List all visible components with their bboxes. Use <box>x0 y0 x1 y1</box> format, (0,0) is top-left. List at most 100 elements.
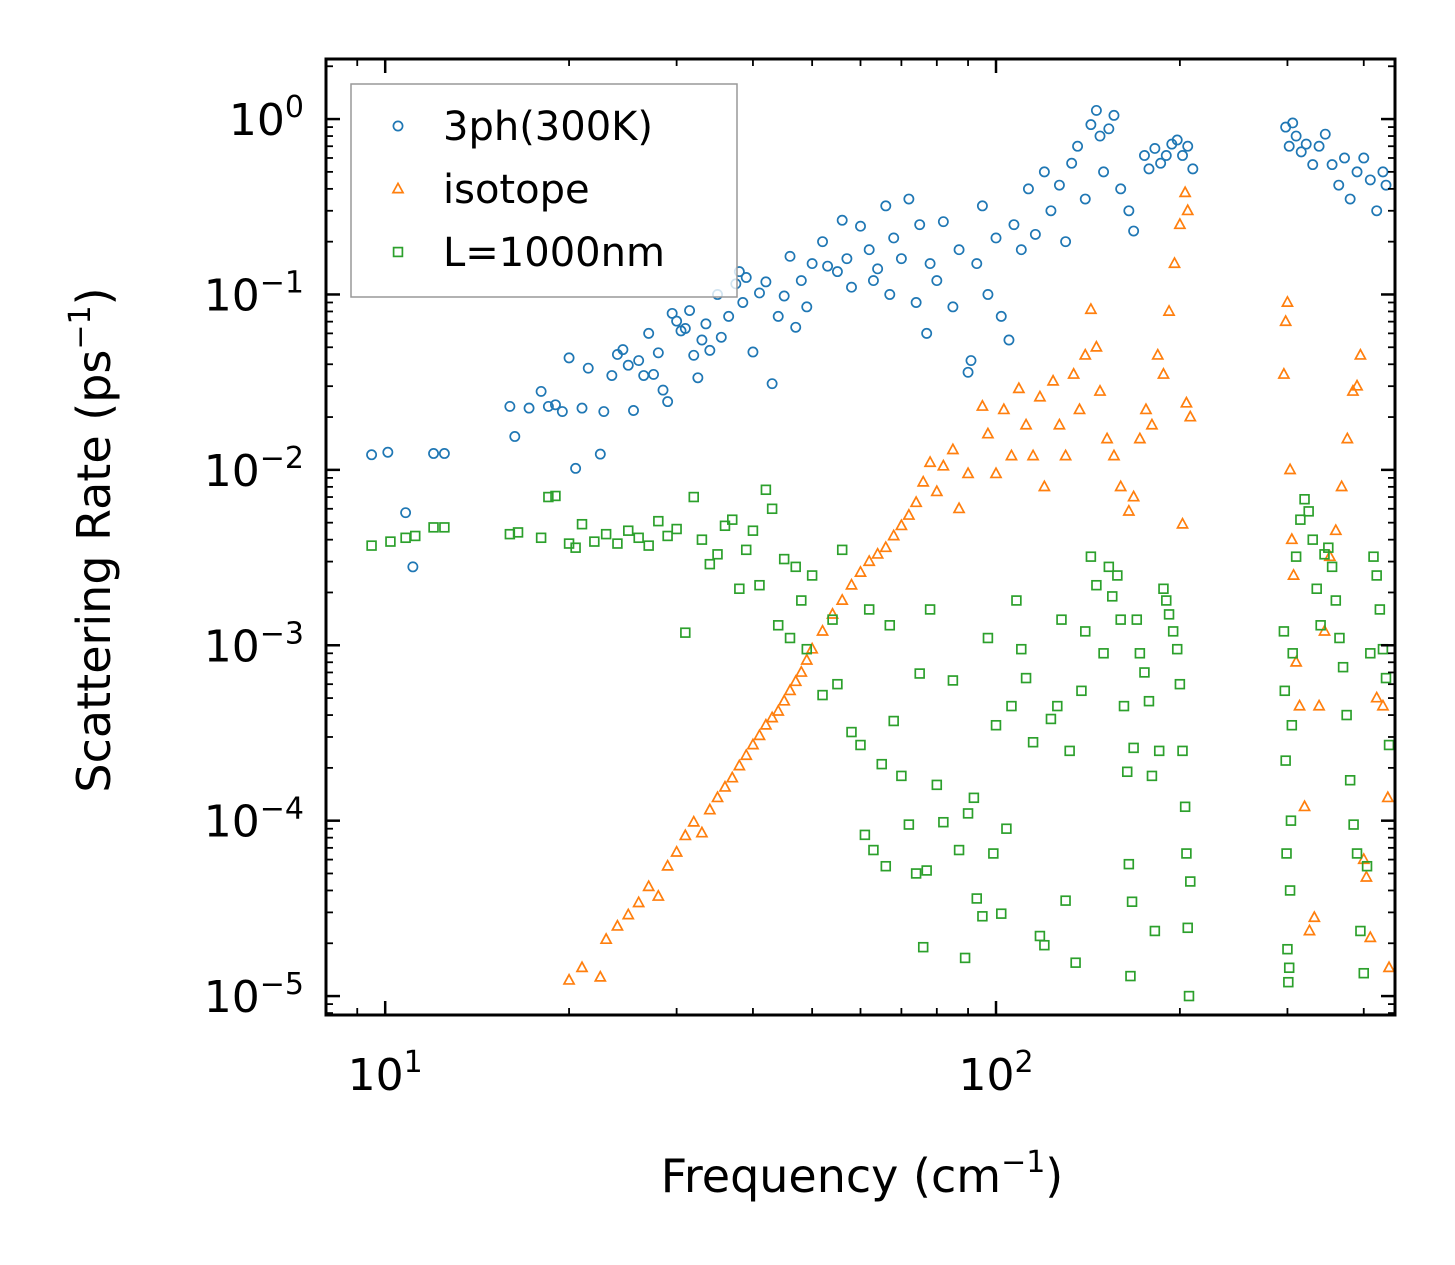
data-point <box>643 327 655 339</box>
data-point <box>778 290 790 302</box>
x-tick-label: 102 <box>958 1045 1033 1101</box>
data-point <box>937 216 949 228</box>
data-point <box>732 758 746 771</box>
data-point <box>947 675 959 686</box>
data-point <box>790 561 801 573</box>
data-point <box>366 540 377 551</box>
data-point <box>1076 685 1087 697</box>
data-point <box>651 889 665 901</box>
data-point <box>826 607 840 619</box>
data-point <box>509 431 521 442</box>
data-point <box>400 507 412 519</box>
data-point <box>753 728 766 741</box>
data-point <box>1381 790 1395 803</box>
data-point <box>670 844 684 857</box>
y-tick-label: 10−4 <box>204 792 304 848</box>
data-point <box>910 868 922 879</box>
data-point <box>1067 367 1081 379</box>
data-point <box>754 287 765 299</box>
data-point <box>1326 159 1338 171</box>
data-point <box>1084 302 1098 315</box>
data-point <box>1098 648 1109 659</box>
series-1 <box>366 104 1392 573</box>
data-point <box>1281 848 1292 859</box>
data-point <box>1295 514 1306 525</box>
data-point <box>1128 742 1139 754</box>
data-point <box>598 406 610 418</box>
data-point <box>990 719 1002 731</box>
data-point <box>1173 217 1187 230</box>
data-point <box>1060 895 1071 906</box>
data-point <box>1363 930 1377 943</box>
data-point <box>1045 205 1057 217</box>
data-point <box>1118 700 1130 712</box>
legend-frame <box>350 83 738 298</box>
data-point <box>438 448 450 459</box>
data-point <box>1348 819 1359 830</box>
data-point <box>1353 347 1367 360</box>
data-point <box>1359 870 1373 882</box>
data-point <box>621 907 635 920</box>
data-point <box>777 693 791 706</box>
data-point <box>715 331 727 343</box>
data-point <box>1341 709 1352 721</box>
data-point <box>1303 506 1314 517</box>
data-point <box>692 372 704 384</box>
data-point <box>740 544 752 556</box>
data-point <box>1008 219 1020 231</box>
data-point <box>704 558 716 570</box>
legend-entry: isotope <box>391 167 590 213</box>
data-point <box>570 542 581 553</box>
data-point <box>952 501 966 514</box>
y-tick-label: 10−3 <box>204 616 304 672</box>
data-point <box>965 355 977 366</box>
data-point <box>971 893 983 904</box>
data-point <box>1283 976 1294 988</box>
data-point <box>1311 583 1322 595</box>
data-point <box>1123 858 1135 870</box>
data-point <box>696 334 708 346</box>
data-point <box>576 518 588 530</box>
data-point <box>835 593 849 605</box>
data-point <box>854 565 867 577</box>
data-point <box>1133 431 1147 444</box>
data-point <box>1337 661 1349 673</box>
data-point <box>725 770 739 783</box>
data-point <box>1131 614 1143 625</box>
data-point <box>1046 373 1060 386</box>
data-point <box>1038 166 1050 178</box>
data-point <box>947 301 959 313</box>
legend-label: isotope <box>443 167 590 213</box>
data-point <box>822 260 834 272</box>
data-point <box>1307 534 1318 545</box>
data-point <box>902 508 916 520</box>
data-point <box>816 624 830 636</box>
data-point <box>671 315 683 327</box>
data-point <box>1151 347 1165 360</box>
data-point <box>1329 523 1343 536</box>
data-point <box>734 583 745 595</box>
data-point <box>962 808 974 819</box>
data-point <box>1351 848 1363 859</box>
x-tick-label: 101 <box>348 1045 423 1101</box>
data-point <box>1006 700 1017 712</box>
data-point <box>863 604 875 615</box>
legend-entry: 3ph(300K) <box>392 104 653 150</box>
data-point <box>896 770 907 782</box>
data-point <box>680 627 691 638</box>
data-point <box>628 405 639 416</box>
data-point <box>385 536 396 547</box>
data-point <box>766 503 778 515</box>
data-point <box>719 520 731 532</box>
data-point <box>1103 123 1115 135</box>
series-2 <box>562 185 1396 985</box>
y-axis-label: Scattering Rate (ps−1) <box>63 287 121 792</box>
data-point <box>859 829 871 841</box>
data-point <box>1335 479 1349 492</box>
data-point <box>1052 417 1066 430</box>
data-point <box>1181 203 1195 216</box>
data-point <box>759 717 773 730</box>
data-point <box>981 426 995 439</box>
data-point <box>1128 225 1140 237</box>
data-point <box>868 844 879 856</box>
